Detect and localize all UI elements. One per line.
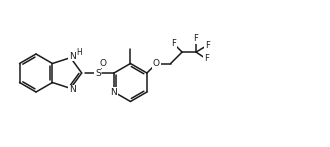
Text: F: F — [194, 34, 199, 43]
Text: N: N — [69, 85, 75, 94]
Text: O: O — [153, 59, 160, 68]
Text: S: S — [95, 69, 101, 77]
Text: F: F — [204, 54, 209, 63]
Text: H: H — [76, 48, 82, 57]
Text: N: N — [69, 52, 75, 61]
Text: O: O — [100, 59, 107, 67]
Text: F: F — [205, 41, 210, 50]
Text: N: N — [111, 87, 117, 96]
Text: F: F — [171, 39, 176, 48]
